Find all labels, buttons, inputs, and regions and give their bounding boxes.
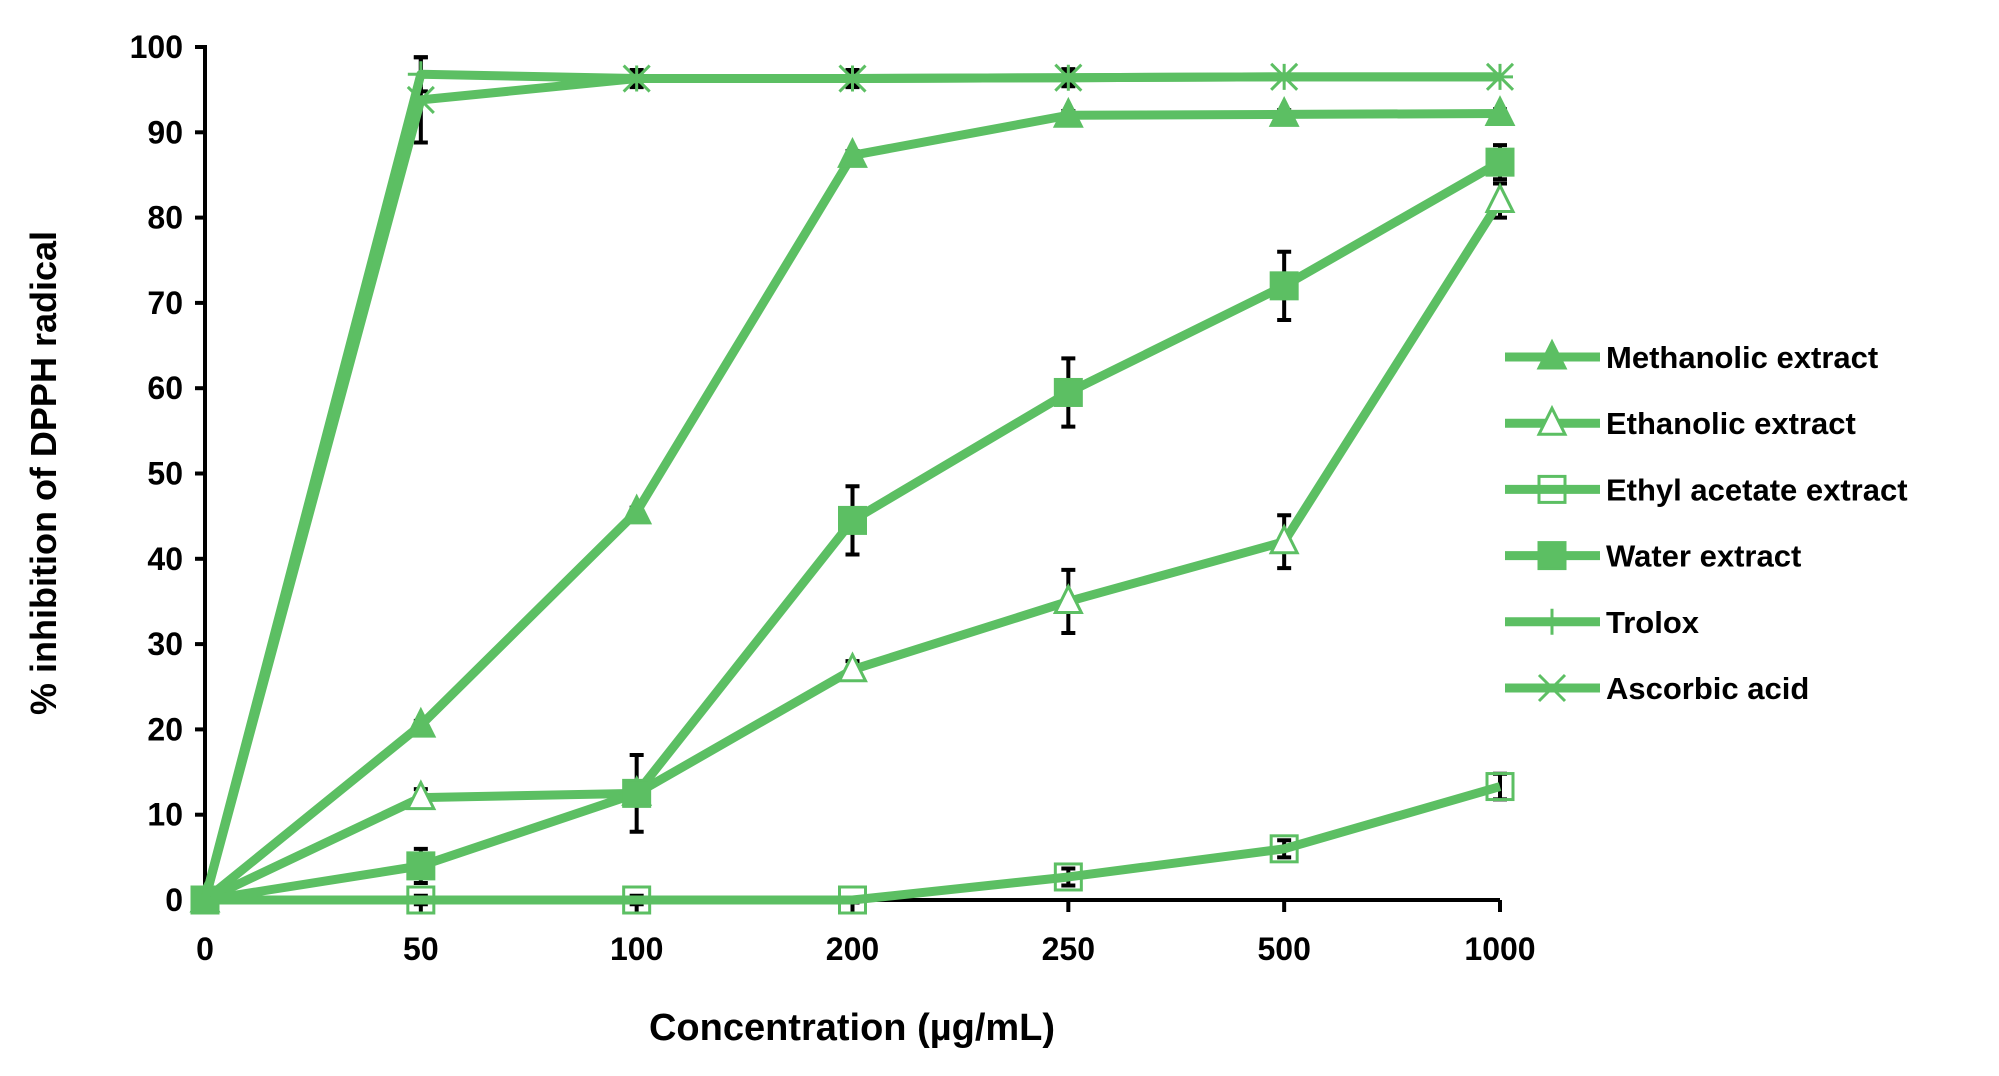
series-ethyl-acetate-extract xyxy=(190,772,1515,915)
series-lines xyxy=(189,61,1516,915)
x-tick-label: 1000 xyxy=(1464,931,1535,967)
triangle-marker xyxy=(1052,583,1084,614)
legend-item: Ethyl acetate extract xyxy=(1505,472,1908,507)
triangle-marker xyxy=(1484,95,1516,127)
y-tick-label: 60 xyxy=(147,370,183,406)
legend-label: Ethyl acetate extract xyxy=(1606,472,1908,507)
legend-item: Ascorbic acid xyxy=(1505,671,1809,706)
x-tick-label: 200 xyxy=(826,931,879,967)
series-methanolic-extract xyxy=(189,95,1516,913)
triangle-marker xyxy=(837,651,868,683)
x-marker xyxy=(1485,62,1515,91)
triangle-marker xyxy=(837,136,868,168)
x-tick-label: 50 xyxy=(403,931,439,967)
y-tick-label: 80 xyxy=(147,200,183,236)
square-marker xyxy=(1537,474,1567,504)
series-water-extract xyxy=(190,147,1515,915)
x-marker xyxy=(1270,62,1299,91)
square-marker xyxy=(838,885,867,915)
triangle-marker xyxy=(405,706,437,738)
plus-marker xyxy=(1539,608,1565,635)
triangle-marker xyxy=(1536,404,1568,436)
x-axis-label: Concentration (µg/mL) xyxy=(649,1007,1055,1049)
y-tick-label: 40 xyxy=(147,541,183,577)
legend-item: Water extract xyxy=(1505,539,1801,574)
y-tick-label: 90 xyxy=(147,114,183,150)
x-marker xyxy=(622,64,651,93)
x-marker xyxy=(190,885,220,915)
legend-label: Water extract xyxy=(1606,539,1801,574)
square-marker xyxy=(406,851,436,881)
triangle-marker xyxy=(1536,338,1568,370)
triangle-marker xyxy=(1268,96,1300,127)
square-marker xyxy=(1269,271,1299,301)
square-marker xyxy=(1485,147,1515,177)
square-marker xyxy=(1485,772,1515,802)
triangle-marker xyxy=(1484,182,1516,214)
series-line xyxy=(205,782,1502,905)
y-tick-label: 20 xyxy=(147,711,183,747)
series-ascorbic-acid xyxy=(190,62,1515,915)
y-tick-label: 50 xyxy=(147,456,183,492)
y-tick-label: 70 xyxy=(147,285,183,321)
x-marker xyxy=(406,85,435,114)
y-tick-label: 0 xyxy=(165,882,183,918)
error-bars xyxy=(413,55,1507,907)
legend-item: Trolox xyxy=(1505,605,1700,640)
square-marker xyxy=(1269,834,1299,864)
square-marker xyxy=(622,778,652,808)
square-marker xyxy=(622,885,652,915)
y-tick-label: 10 xyxy=(147,797,183,833)
square-marker xyxy=(838,505,867,535)
x-marker xyxy=(1054,63,1083,92)
legend-label: Ascorbic acid xyxy=(1606,671,1809,706)
square-marker xyxy=(1053,862,1083,892)
y-axis-label: % inhibition of DPPH radical xyxy=(23,231,64,715)
square-marker xyxy=(1537,541,1567,571)
x-marker xyxy=(838,64,867,93)
y-tick-label: 30 xyxy=(147,626,183,662)
legend-label: Trolox xyxy=(1606,605,1700,640)
x-marker xyxy=(1537,673,1567,703)
plus-marker xyxy=(407,61,434,88)
x-tick-label: 0 xyxy=(196,931,214,967)
legend-item: Ethanolic extract xyxy=(1505,404,1856,441)
x-tick-label: 500 xyxy=(1257,931,1310,967)
x-tick-label: 100 xyxy=(610,931,663,967)
x-tick-label: 250 xyxy=(1042,931,1095,967)
triangle-marker xyxy=(1268,523,1300,555)
triangle-marker xyxy=(405,779,437,811)
square-marker xyxy=(406,885,436,915)
legend: Methanolic extract Ethanolic extract Ethyl… xyxy=(1505,338,1908,706)
triangle-marker xyxy=(1052,96,1084,128)
square-marker xyxy=(1053,377,1083,407)
legend-label: Methanolic extract xyxy=(1606,340,1878,375)
y-tick-label: 100 xyxy=(130,29,183,65)
triangle-marker xyxy=(621,493,653,525)
legend-label: Ethanolic extract xyxy=(1606,406,1856,441)
legend-item: Methanolic extract xyxy=(1505,338,1878,375)
